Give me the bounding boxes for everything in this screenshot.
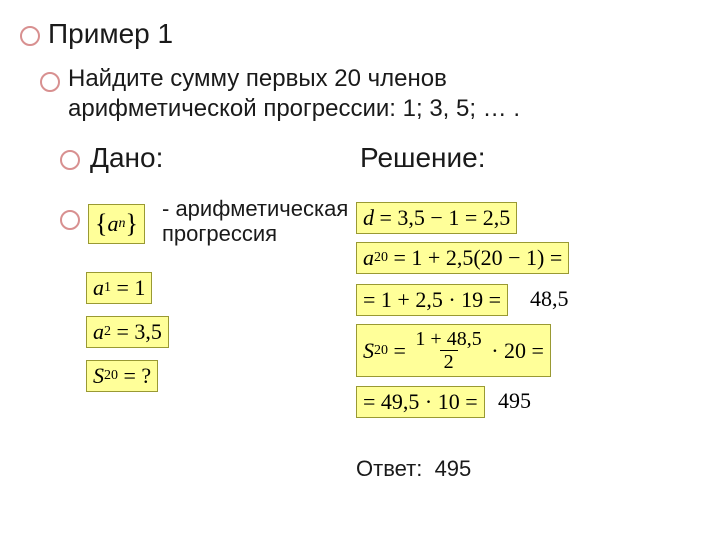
bullet-icon — [60, 210, 80, 230]
formula-a2: a2 = 3,5 — [86, 316, 169, 348]
bullet-icon — [40, 72, 60, 92]
given-heading: Дано: — [90, 142, 163, 174]
answer-value: 495 — [435, 456, 472, 481]
formula-sequence: {an} — [88, 204, 145, 244]
value-a20: 48,5 — [530, 286, 569, 312]
formula-a1: a1 = 1 — [86, 272, 152, 304]
example-title: Пример 1 — [48, 18, 173, 50]
formula-d: d = 3,5 − 1 = 2,5 — [356, 202, 517, 234]
bullet-icon — [20, 26, 40, 46]
formula-s20: S20 = 1 + 48,5 2 · 20 = — [356, 324, 551, 377]
task-text: Найдите сумму первых 20 членов арифметич… — [68, 64, 628, 124]
formula-s20-q: S20 = ? — [86, 360, 158, 392]
progression-label: - арифметическая прогрессия — [162, 196, 362, 247]
formula-a20: a20 = 1 + 2,5(20 − 1) = — [356, 242, 569, 274]
formula-s20-eval: = 49,5 · 10 = — [356, 386, 485, 418]
solution-heading: Решение: — [360, 142, 486, 174]
value-s20: 495 — [498, 388, 531, 414]
formula-a20-eval: = 1 + 2,5 · 19 = — [356, 284, 508, 316]
answer-text-label: Ответ: — [356, 456, 422, 481]
bullet-icon — [60, 150, 80, 170]
answer-label: Ответ: 495 — [356, 456, 471, 482]
